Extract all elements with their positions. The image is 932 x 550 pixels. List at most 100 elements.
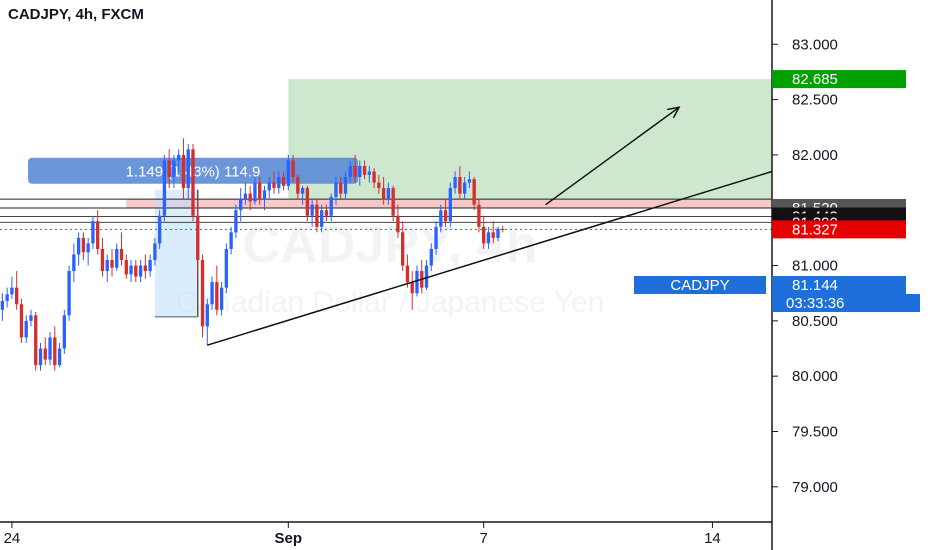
candle-body — [110, 260, 114, 268]
time-tick-label: 7 — [480, 530, 488, 547]
current-label-text: 81.327 — [792, 221, 838, 238]
candle-body — [348, 165, 352, 178]
candle-body — [210, 282, 214, 305]
candle-body — [81, 237, 86, 253]
candle-body — [86, 243, 90, 253]
candle-body — [19, 304, 24, 338]
candle-body — [319, 210, 324, 227]
target-zone — [288, 79, 772, 208]
candle-body — [157, 215, 162, 244]
candle-body — [115, 248, 119, 268]
candle-body — [258, 182, 262, 200]
candle-body — [5, 294, 9, 301]
symbol-tag-text: CADJPY — [670, 277, 729, 294]
candle-body — [167, 160, 171, 178]
candle-body — [281, 177, 286, 186]
candle-body — [439, 210, 443, 227]
candle-body — [334, 182, 338, 197]
candle-body — [310, 204, 314, 216]
candle-body — [405, 265, 410, 283]
candle-body — [429, 248, 433, 266]
price-tick-label: 80.000 — [792, 368, 838, 385]
candle-body — [315, 204, 319, 227]
candle-body — [343, 177, 348, 194]
candle-body — [224, 248, 229, 288]
candle-body — [138, 265, 143, 277]
current-label-box — [772, 220, 906, 239]
time-tick-label: 24 — [4, 530, 21, 547]
candle-body — [48, 337, 52, 360]
candle-body — [34, 315, 38, 366]
candle-body — [229, 232, 233, 249]
candle-body — [367, 171, 371, 175]
candle-body — [91, 221, 95, 244]
candle-body — [477, 204, 481, 227]
candle-body — [458, 177, 462, 194]
price-tick-label: 79.000 — [792, 479, 838, 496]
candle-body — [105, 260, 109, 272]
price-tick-label: 83.000 — [792, 36, 838, 53]
candle-body — [67, 271, 71, 316]
candle-body — [434, 226, 438, 249]
candle-body — [177, 154, 181, 161]
candle-body — [124, 260, 128, 275]
candle-body — [482, 226, 486, 244]
price-tick-label: 80.500 — [792, 313, 838, 330]
arrow-line — [545, 106, 680, 206]
candle-body — [358, 165, 362, 178]
candle-body — [76, 237, 81, 255]
target-label-text: 82.685 — [792, 71, 838, 88]
candle-body — [119, 248, 124, 260]
candle-body — [15, 287, 19, 305]
price-tick-label: 82.000 — [792, 147, 838, 164]
candle-body — [72, 254, 76, 272]
candle-body — [100, 248, 105, 272]
candle-body — [253, 182, 257, 202]
candle-body — [172, 160, 176, 178]
candle-body — [443, 210, 448, 222]
candle-body — [462, 182, 467, 194]
time-axis[interactable]: 24 Sep 7 14 — [0, 521, 772, 547]
candle-body — [424, 265, 429, 288]
candle-body — [38, 348, 43, 366]
watermark-description: Canadian Dollar / Japanese Yen — [176, 286, 605, 319]
candle-body — [372, 171, 376, 183]
candle-body — [191, 149, 195, 216]
candle-body — [129, 265, 133, 275]
candle-body — [162, 160, 167, 216]
candle-body — [248, 193, 252, 202]
candle-body — [57, 348, 62, 366]
drawings-layer — [207, 106, 773, 346]
price-axis[interactable]: 79.00079.50080.00080.50081.00081.50082.0… — [771, 0, 838, 550]
candle-body — [267, 182, 271, 191]
candle-body — [272, 182, 276, 189]
chart-title: CADJPY, 4h, FXCM — [8, 6, 144, 23]
measure-shade — [154, 189, 198, 317]
candles-layer — [0, 138, 505, 371]
symbol-price-text: 81.144 — [792, 277, 838, 294]
price-labels: 82.68581.52081.44381.39081.327CADJPY81.1… — [634, 70, 920, 312]
candle-body — [219, 287, 224, 310]
arrow-head — [667, 106, 681, 119]
candle-body — [43, 348, 47, 360]
candle-body — [205, 304, 209, 327]
candle-body — [396, 215, 400, 233]
candle-body — [143, 265, 148, 272]
candle-body — [300, 188, 305, 194]
candle-body — [0, 300, 5, 310]
candle-body — [148, 260, 152, 272]
candle-body — [467, 179, 472, 183]
candle-body — [415, 271, 419, 294]
candle-body — [386, 188, 391, 200]
candle-body — [262, 190, 267, 200]
candle-body — [24, 320, 28, 338]
price-tick-label: 79.500 — [792, 423, 838, 440]
target-label-box — [772, 70, 906, 89]
candle-body — [381, 188, 386, 200]
candle-body — [10, 287, 14, 295]
candle-body — [486, 232, 491, 244]
symbol-price-box — [772, 276, 906, 294]
trendline — [207, 170, 773, 346]
candle-body — [200, 260, 205, 327]
